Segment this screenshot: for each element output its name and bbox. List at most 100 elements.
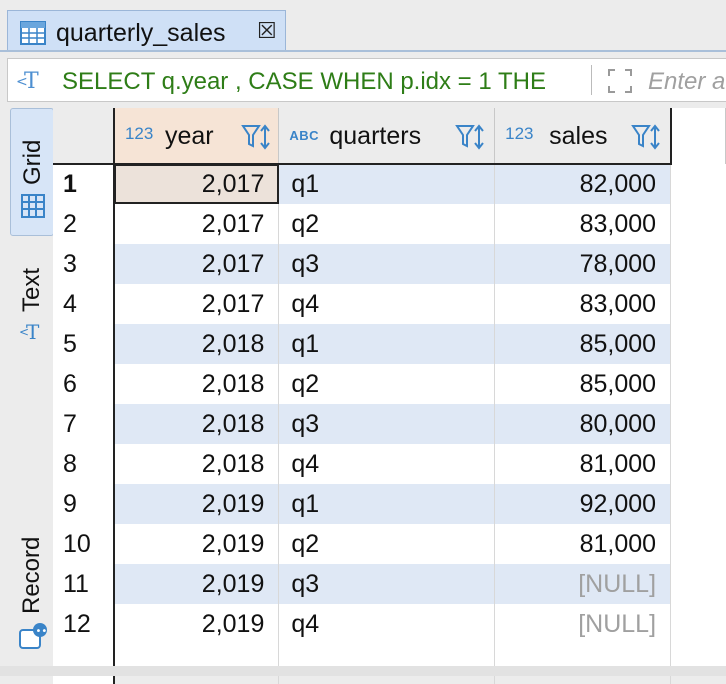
row-number[interactable]: 6 [53,364,115,404]
filter-sort-icon[interactable] [455,122,485,152]
close-icon[interactable]: ☒ [257,18,277,43]
cell-sales[interactable]: 78,000 [494,244,672,284]
row-number[interactable]: 11 [53,564,115,604]
cell-year[interactable]: 2,017 [113,244,280,284]
cell-year[interactable]: 2,019 [113,564,280,604]
bottom-toolbar-edge [0,666,726,676]
row-number[interactable]: 4 [53,284,115,324]
cell-year[interactable]: 2,017 [113,204,280,244]
cell-quarter[interactable]: q4 [278,284,496,324]
row-number[interactable]: 10 [53,524,115,564]
cell-year[interactable]: 2,019 [113,604,280,644]
cell-sales[interactable]: 92,000 [494,484,672,524]
table-row[interactable]: 6 2,018 q2 85,000 [53,364,726,404]
cell-year[interactable]: 2,018 [113,404,280,444]
cell-empty [494,644,672,684]
table-row[interactable]: 8 2,018 q4 81,000 [53,444,726,484]
cell-sales[interactable]: 81,000 [494,524,672,564]
cell-quarter[interactable]: q2 [278,204,496,244]
row-number[interactable]: 7 [53,404,115,444]
cell-quarter[interactable]: q1 [278,164,496,204]
row-number[interactable]: 2 [53,204,115,244]
filter-input[interactable]: Enter a [648,68,726,95]
cell-year[interactable]: 2,019 [113,524,280,564]
svg-text:T: T [26,320,40,344]
column-header-year[interactable]: 123 year [113,108,280,165]
grid-icon [20,193,46,219]
cell-quarter[interactable]: q3 [278,404,496,444]
table-row[interactable]: 11 2,019 q3 [NULL] [53,564,726,604]
expand-icon[interactable] [606,67,634,95]
cell-sales[interactable]: 85,000 [494,364,672,404]
tab-quarterly-sales[interactable]: quarterly_sales ☒ [7,10,286,52]
column-name: quarters [329,122,422,150]
table-row[interactable]: 10 2,019 q2 81,000 [53,524,726,564]
cell-sales[interactable]: 83,000 [494,284,672,324]
sql-text-icon: < T [16,66,50,94]
row-filler [671,244,726,284]
column-header-quarters[interactable]: ABC quarters [278,108,496,165]
tab-record[interactable]: Record ••• [10,522,54,672]
table-row[interactable]: 2 2,017 q2 83,000 [53,204,726,244]
row-filler [671,604,726,644]
filter-sort-icon[interactable] [241,122,271,152]
cell-quarter[interactable]: q4 [278,604,496,644]
row-filler [671,404,726,444]
cell-empty [278,644,496,684]
cell-year[interactable]: 2,017 [113,284,280,324]
table-icon [20,21,46,45]
editor-tab-strip: quarterly_sales ☒ [0,0,726,52]
cell-year[interactable]: 2,018 [113,444,280,484]
numeric-type-icon: 123 [505,124,534,143]
cell-quarter[interactable]: q2 [278,364,496,404]
row-number[interactable]: 5 [53,324,115,364]
filter-sort-icon[interactable] [631,122,661,152]
cell-sales[interactable]: 85,000 [494,324,672,364]
tab-grid-label: Grid [19,139,46,185]
filter-bar: < T SELECT q.year , CASE WHEN p.idx = 1 … [7,58,726,102]
cell-year[interactable]: 2,018 [113,324,280,364]
row-number[interactable]: 8 [53,444,115,484]
table-row[interactable]: 9 2,019 q1 92,000 [53,484,726,524]
row-number[interactable]: 1 [53,164,115,204]
cell-quarter[interactable]: q3 [278,244,496,284]
record-icon: ••• [19,622,53,649]
cell-year[interactable]: 2,017 [113,164,280,204]
cell-quarter[interactable]: q1 [278,324,496,364]
row-filler [671,484,726,524]
divider [591,65,592,95]
row-filler [671,284,726,324]
cell-quarter[interactable]: q4 [278,444,496,484]
cell-sales[interactable]: 82,000 [494,164,672,204]
row-filler [671,524,726,564]
column-header-sales[interactable]: 123 sales [494,108,672,165]
cell-sales[interactable]: [NULL] [494,604,672,644]
table-row[interactable]: 7 2,018 q3 80,000 [53,404,726,444]
cell-sales[interactable]: 81,000 [494,444,672,484]
row-filler [671,204,726,244]
tab-text[interactable]: Text < T [10,254,54,364]
table-row[interactable]: 4 2,017 q4 83,000 [53,284,726,324]
text-type-icon: ABC [289,128,320,143]
sql-query-text: SELECT q.year , CASE WHEN p.idx = 1 THE [62,68,546,95]
cell-sales[interactable]: 83,000 [494,204,672,244]
cell-sales[interactable]: [NULL] [494,564,672,604]
cell-year[interactable]: 2,019 [113,484,280,524]
tab-grid[interactable]: Grid [10,108,54,236]
header-filler [670,108,726,164]
table-row[interactable]: 3 2,017 q3 78,000 [53,244,726,284]
cell-quarter[interactable]: q2 [278,524,496,564]
header-row: 123 year ABC quarters [53,108,726,165]
table-row[interactable]: 1 2,017 q1 82,000 [53,164,726,204]
row-number[interactable]: 3 [53,244,115,284]
table-row[interactable]: 5 2,018 q1 85,000 [53,324,726,364]
table-row[interactable]: 12 2,019 q4 [NULL] [53,604,726,644]
cell-sales[interactable]: 80,000 [494,404,672,444]
cell-quarter[interactable]: q1 [278,484,496,524]
cell-quarter[interactable]: q3 [278,564,496,604]
cell-year[interactable]: 2,018 [113,364,280,404]
tab-record-label: Record [18,536,45,614]
results-table: 123 year ABC quarters [53,108,726,684]
row-number[interactable]: 12 [53,604,115,644]
row-number[interactable]: 9 [53,484,115,524]
